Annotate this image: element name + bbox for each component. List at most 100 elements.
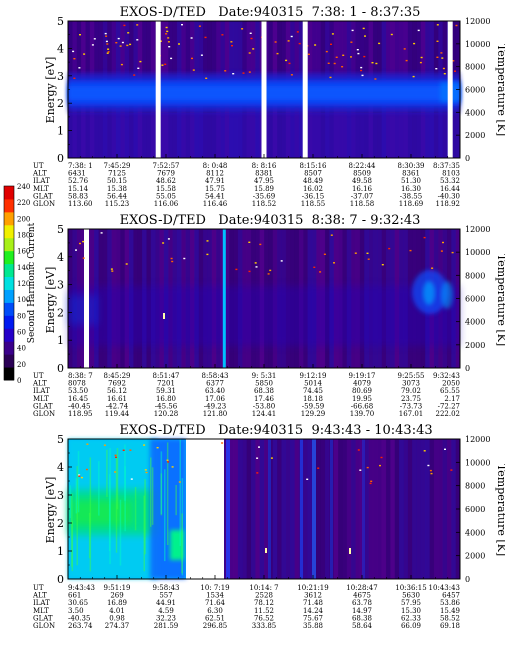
table-cell: 5850 <box>255 380 273 388</box>
streak <box>71 521 74 572</box>
sparse-point <box>171 466 174 468</box>
table-row-label: GLON <box>33 200 55 208</box>
table-cell: 53.50 <box>68 387 88 395</box>
sparse-point <box>341 66 344 68</box>
table-cell: 10:43:43 <box>429 584 460 592</box>
panel-3-y2label: Temperature [K] <box>495 464 505 556</box>
sparse-point <box>450 469 453 471</box>
noise-column <box>416 439 422 579</box>
table-row-label: MLT <box>33 607 49 615</box>
table-row-label: GLAT <box>33 614 53 622</box>
sparse-point <box>230 41 233 43</box>
y-tick-label: 4 <box>57 251 64 264</box>
table-cell: 16.44 <box>440 185 461 193</box>
colorbar-tick-label: 80 <box>17 312 26 320</box>
noise-column <box>324 439 330 579</box>
sparse-point <box>444 448 446 450</box>
table-cell: 9:25:55 <box>398 372 425 380</box>
table-cell: 8:22:44 <box>349 162 377 170</box>
noise-column <box>281 439 287 579</box>
table-cell: -38.55 <box>400 192 422 200</box>
sparse-point <box>380 456 383 459</box>
sparse-point <box>381 264 384 266</box>
sparse-point <box>115 42 118 44</box>
sparse-point <box>181 24 183 26</box>
streak <box>151 467 154 525</box>
table-cell: 121.80 <box>203 410 228 418</box>
sparse-point <box>248 52 251 54</box>
noise-column <box>355 439 361 579</box>
sparse-point <box>335 56 338 58</box>
noise-column <box>290 439 295 579</box>
sparse-point <box>405 59 408 62</box>
sparse-point <box>356 49 359 51</box>
sparse-point <box>170 257 173 260</box>
table-cell: 62.33 <box>401 614 421 622</box>
sparse-point <box>436 56 439 58</box>
noise-column <box>346 439 352 579</box>
sparse-point <box>327 62 330 64</box>
streak <box>160 473 163 516</box>
table-cell: 75.67 <box>303 614 323 622</box>
table-cell: 119.44 <box>105 410 130 418</box>
y-tick-label: 3 <box>57 489 64 502</box>
table-cell: 269 <box>110 592 123 600</box>
colorbar-swatch <box>4 328 14 342</box>
table-row-label: ALT <box>32 592 47 600</box>
sparse-point <box>104 32 107 35</box>
table-cell: 63.40 <box>205 387 225 395</box>
panel-3-title: EXOS-D/TED Date:940315 9:43:43 - 10:43:4… <box>119 423 432 438</box>
table-cell: 120.28 <box>154 410 179 418</box>
sparse-point <box>359 469 362 471</box>
table-cell: 8:51:47 <box>153 372 180 380</box>
table-cell: 113.60 <box>68 200 93 208</box>
sparse-point <box>276 52 279 55</box>
table-cell: 8361 <box>402 170 420 178</box>
streak <box>109 447 111 565</box>
table-cell: 44.91 <box>156 599 176 607</box>
streak <box>150 457 152 527</box>
noise-column <box>259 439 265 579</box>
data-gap <box>447 21 453 158</box>
table-cell: 1534 <box>206 592 224 600</box>
sparse-point <box>167 238 170 240</box>
table-cell: 0.98 <box>109 614 125 622</box>
sparse-point <box>93 38 96 40</box>
sparse-point <box>440 250 443 252</box>
table-cell: 15.58 <box>156 185 176 193</box>
colorbar-swatch <box>4 302 14 316</box>
noise-column <box>364 439 369 579</box>
table-cell: 118.69 <box>399 200 424 208</box>
table-cell: 167.01 <box>399 410 424 418</box>
panel-1-y-axis: 0 1 2 3 4 5 <box>57 15 72 165</box>
table-cell: 58.83 <box>68 192 88 200</box>
sparse-point <box>91 44 94 46</box>
noise-column <box>233 439 239 579</box>
data-gap <box>155 21 161 158</box>
colorbar-swatch <box>4 315 14 329</box>
sparse-point <box>248 270 251 273</box>
table-cell: -40.35 <box>68 614 90 622</box>
y2-tick-label: 12000 <box>465 225 490 234</box>
y-tick-label: 0 <box>57 362 64 375</box>
table-cell: 8507 <box>304 170 322 178</box>
table-cell: -40.30 <box>438 192 460 200</box>
sparse-point <box>127 32 130 34</box>
colorbar-frame <box>3 185 15 381</box>
sparse-point <box>167 37 170 39</box>
colorbar-swatches <box>3 185 15 381</box>
y-tick-label: 1 <box>57 334 64 347</box>
table-cell: 8:45:29 <box>104 372 131 380</box>
panel-3: EXOS-D/TED Date:940315 9:43:43 - 10:43:4… <box>32 423 505 630</box>
streak <box>89 457 92 572</box>
table-cell: 80.69 <box>352 387 372 395</box>
table-row-label: GLAT <box>33 192 53 200</box>
table-cell: 222.02 <box>436 410 461 418</box>
table-cell: 55.05 <box>156 192 176 200</box>
sparse-point <box>403 48 406 50</box>
table-cell: 79.02 <box>401 387 421 395</box>
table-cell: -49.23 <box>204 402 226 410</box>
sparse-point <box>136 39 139 41</box>
streak <box>179 439 181 546</box>
sparse-point <box>221 34 224 36</box>
